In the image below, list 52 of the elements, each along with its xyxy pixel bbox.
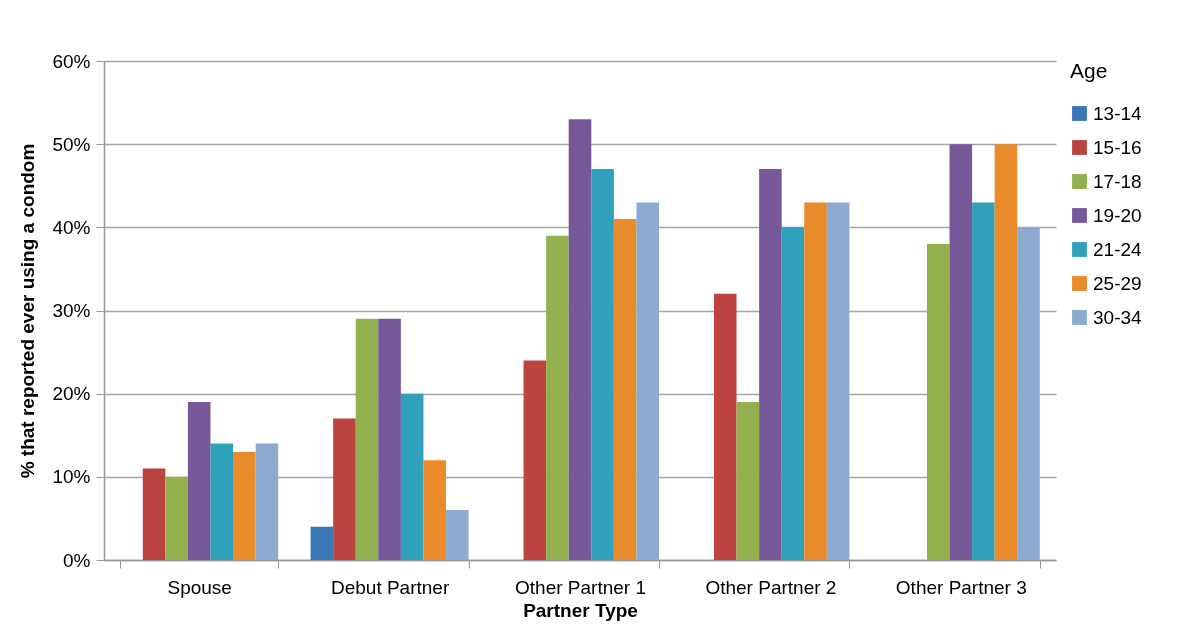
legend-label: 17-18	[1093, 170, 1142, 192]
x-axis-title: Partner Type	[523, 599, 638, 621]
bar	[736, 401, 760, 560]
bar	[949, 144, 973, 560]
bar	[759, 169, 782, 560]
bar	[233, 451, 256, 560]
bar	[310, 526, 334, 560]
y-tick-label: 40%	[52, 216, 91, 238]
y-tick-label: 10%	[52, 466, 91, 488]
bar	[142, 468, 166, 560]
bar	[355, 318, 379, 560]
bar	[446, 510, 469, 560]
legend-label: 15-16	[1093, 136, 1142, 158]
legend-title: Age	[1070, 59, 1108, 82]
bar	[713, 293, 737, 560]
bar	[187, 401, 211, 560]
x-tick-label: Other Partner 3	[895, 576, 1027, 598]
bar	[972, 202, 995, 560]
bar	[926, 243, 950, 560]
bar	[210, 443, 234, 560]
y-axis-title: % that reported ever using a condom	[17, 143, 39, 479]
y-tick-label: 20%	[52, 383, 91, 405]
y-tick-label: 50%	[52, 133, 91, 155]
bar	[994, 144, 1018, 560]
bar	[613, 219, 637, 560]
bar	[523, 360, 547, 560]
bar	[333, 418, 356, 560]
x-tick-label: Debut Partner	[330, 576, 450, 598]
legend-label: 30-34	[1093, 306, 1143, 328]
legend-label: 19-20	[1093, 204, 1142, 226]
legend-label: 13-14	[1093, 102, 1143, 124]
bar	[423, 460, 447, 560]
y-tick-label: 60%	[52, 50, 91, 72]
bar	[165, 476, 188, 560]
bar	[826, 202, 850, 560]
bar	[591, 169, 614, 560]
bar	[781, 227, 805, 560]
x-tick-label: Other Partner 1	[515, 576, 646, 598]
legend-label: 25-29	[1093, 272, 1142, 294]
bar	[804, 202, 827, 560]
bar	[400, 393, 424, 560]
bar	[378, 318, 401, 560]
bar	[1017, 227, 1040, 560]
bar	[568, 119, 592, 560]
legend-label: 21-24	[1093, 238, 1143, 260]
bar	[546, 235, 569, 560]
x-tick-label: Other Partner 2	[705, 576, 837, 598]
bar	[636, 202, 660, 560]
bar	[255, 443, 279, 560]
x-tick-label: Spouse	[167, 576, 232, 598]
y-tick-label: 30%	[52, 300, 91, 321]
y-tick-label: 0%	[63, 549, 91, 571]
